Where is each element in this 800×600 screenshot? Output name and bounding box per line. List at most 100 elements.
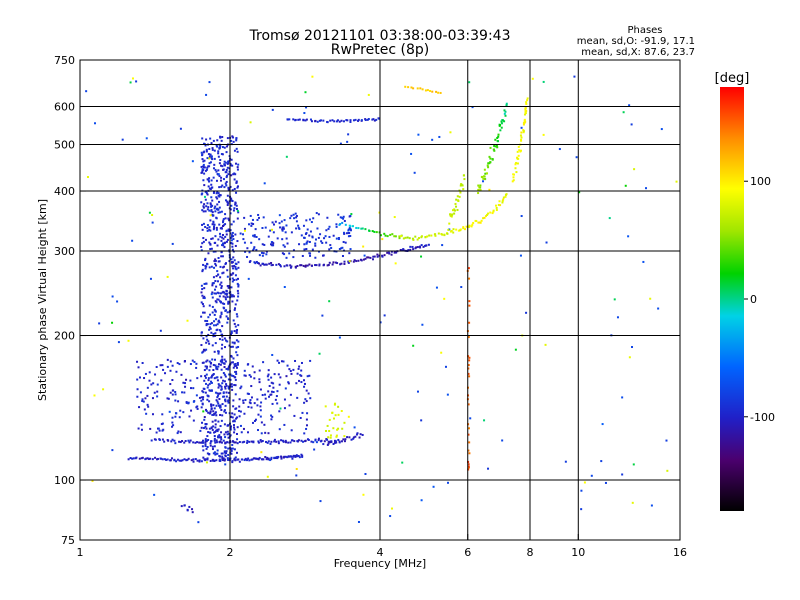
data-point-o — [616, 316, 619, 319]
data-point-o — [272, 386, 275, 389]
data-point-o — [211, 413, 214, 416]
data-point-o — [250, 222, 253, 225]
data-point-o — [347, 133, 350, 136]
data-point-o — [195, 366, 198, 369]
data-point-o — [289, 266, 292, 269]
data-point-o — [116, 300, 119, 303]
data-point-o — [221, 338, 224, 341]
data-point-o — [204, 444, 207, 447]
data-point-x — [478, 221, 481, 224]
data-point-o — [213, 149, 216, 152]
data-point-x — [512, 179, 515, 182]
data-point-x — [452, 228, 455, 231]
data-point-o — [217, 394, 220, 397]
data-point-o — [205, 148, 208, 151]
data-point-o — [221, 291, 224, 294]
data-point-o — [231, 272, 234, 275]
data-point-x — [463, 178, 466, 181]
data-point-o — [300, 361, 303, 364]
data-point-o — [260, 440, 263, 443]
data-point-x — [522, 131, 525, 134]
data-point-o — [331, 263, 334, 266]
data-point-o — [217, 352, 220, 355]
data-point-o — [233, 441, 236, 444]
data-point-o — [221, 233, 224, 236]
data-point-o — [166, 397, 169, 400]
data-point-x — [337, 405, 340, 408]
data-point-x — [491, 212, 494, 215]
data-point-o — [241, 233, 244, 236]
data-point-o — [372, 255, 375, 258]
data-point-x — [489, 161, 492, 164]
data-point-o — [150, 439, 153, 442]
data-point-o — [223, 164, 226, 167]
data-point-o — [188, 415, 191, 418]
data-point-o — [156, 395, 159, 398]
data-point-o — [210, 426, 213, 429]
data-point-o — [236, 416, 239, 419]
data-point-o — [206, 229, 209, 232]
data-point-o — [231, 231, 234, 234]
data-point-o — [223, 366, 226, 369]
data-point-x — [484, 178, 487, 181]
data-point-o — [143, 377, 146, 380]
data-point-x — [249, 121, 252, 124]
data-point-o — [224, 292, 227, 295]
data-point-o — [210, 209, 213, 212]
data-point-x — [504, 193, 507, 196]
data-point-o — [250, 406, 253, 409]
data-point-o — [217, 350, 220, 353]
data-point-o — [251, 218, 254, 221]
data-point-o — [220, 255, 223, 258]
data-point-o — [204, 365, 207, 368]
data-point-o — [216, 379, 219, 382]
data-point-o — [205, 168, 208, 171]
data-point-o — [209, 137, 212, 140]
data-point-x — [344, 223, 347, 226]
data-point-o — [184, 360, 187, 363]
data-point-o — [271, 108, 274, 111]
data-point-x — [526, 97, 529, 100]
data-point-o — [270, 241, 273, 244]
data-point-o — [214, 235, 217, 238]
data-point-o — [246, 439, 249, 442]
data-point-x — [497, 135, 500, 138]
data-point-o — [151, 221, 154, 224]
data-point-o — [183, 391, 186, 394]
data-point-o — [160, 423, 163, 426]
data-point-o — [214, 262, 217, 265]
data-point-x — [327, 436, 330, 439]
data-point-o — [222, 306, 225, 309]
data-point-o — [232, 295, 235, 298]
data-point-o — [203, 184, 206, 187]
data-point-o — [140, 423, 143, 426]
data-point-o — [230, 273, 233, 276]
data-point-o — [305, 400, 308, 403]
data-point-o — [221, 224, 224, 227]
data-point-o — [354, 118, 357, 121]
data-point-o — [230, 174, 233, 177]
data-point-o — [225, 151, 228, 154]
data-point-x — [499, 123, 502, 126]
data-point-o — [215, 192, 218, 195]
data-point-o — [175, 370, 178, 373]
data-point-o — [226, 441, 229, 444]
data-point-o — [232, 256, 235, 259]
data-point-o — [314, 238, 317, 241]
data-point-o — [230, 204, 233, 207]
data-point-o — [218, 194, 221, 197]
data-point-o — [207, 185, 210, 188]
y-axis-label: Stationary phase Virtual Height [km] — [36, 199, 49, 401]
data-point-x — [489, 211, 492, 214]
data-point-o — [235, 346, 238, 349]
data-point-o — [249, 214, 252, 217]
data-point-o — [270, 414, 273, 417]
data-point-o — [202, 240, 205, 243]
data-point-o — [212, 276, 215, 279]
data-point-o — [315, 441, 318, 444]
data-point-o — [388, 252, 391, 255]
data-point-o — [267, 369, 270, 372]
data-point-x — [467, 367, 470, 370]
data-point-o — [383, 254, 386, 257]
data-point-o — [214, 423, 217, 426]
